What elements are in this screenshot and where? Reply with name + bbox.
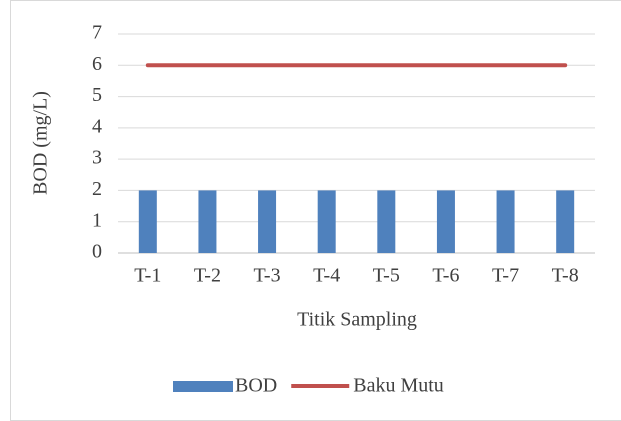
y-tick-label: 3 [92, 147, 102, 169]
bar [198, 190, 217, 253]
bar [138, 190, 157, 253]
legend-label: Baku Mutu [353, 375, 444, 397]
bar [496, 190, 515, 253]
legend-swatch [173, 381, 233, 392]
bar [556, 190, 575, 253]
y-tick-label: 2 [92, 178, 102, 200]
y-tick-label: 6 [92, 53, 102, 75]
bar [436, 190, 455, 253]
x-tick-label: T-4 [313, 265, 340, 287]
x-tick-label: T-7 [492, 265, 519, 287]
y-tick-label: 5 [92, 84, 102, 106]
x-tick-label: T-8 [552, 265, 579, 287]
x-tick-label: T-2 [194, 265, 221, 287]
x-tick-label: T-6 [432, 265, 459, 287]
bar [377, 190, 396, 253]
legend-label: BOD [235, 375, 277, 397]
y-tick-label: 1 [92, 209, 102, 231]
y-tick-label: 7 [92, 22, 102, 44]
bar [317, 190, 336, 253]
bar [258, 190, 277, 253]
x-tick-label: T-5 [373, 265, 400, 287]
x-tick-label: T-3 [254, 265, 281, 287]
x-axis-title: Titik Sampling [297, 309, 417, 331]
y-axis-title: BOD (mg/L) [30, 91, 52, 195]
x-tick-label: T-1 [134, 265, 161, 287]
y-tick-label: 0 [92, 241, 102, 263]
y-tick-label: 4 [92, 115, 102, 137]
